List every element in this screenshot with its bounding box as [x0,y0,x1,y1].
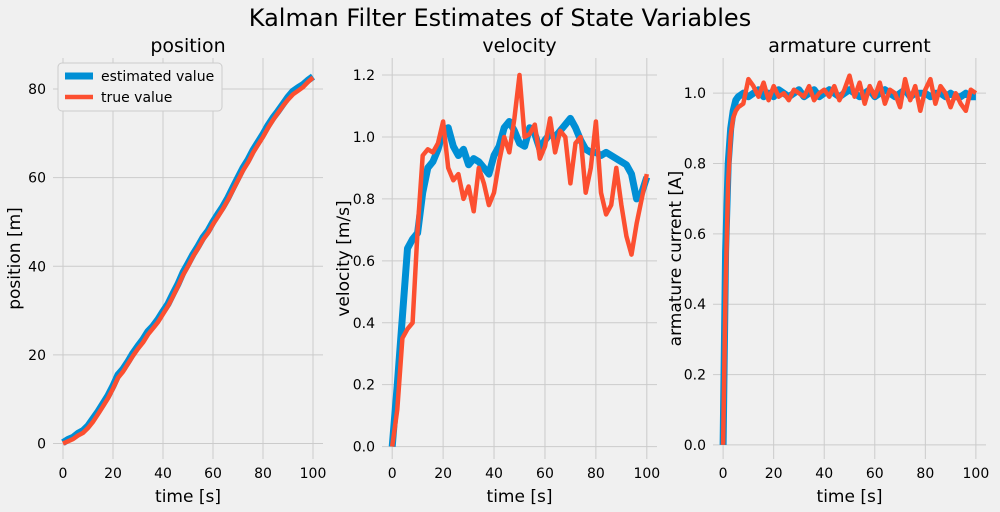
y-tick-label: 40 [28,259,46,275]
y-tick-label: 80 [28,82,46,98]
legend: estimated value true value [57,62,223,112]
series-line-true [62,75,315,446]
x-tick-label: 40 [485,466,503,482]
subplot-title: velocity [482,35,556,57]
y-tick-label: 0.0 [684,438,706,454]
legend-entry: estimated value [101,69,214,85]
y-axis-label: velocity [m/s] [334,200,354,316]
y-tick-label: 0.2 [353,378,375,394]
series-line-estimated [388,114,651,447]
series-line-true [389,72,650,447]
y-tick-label: 0.8 [684,157,706,173]
x-tick-label: 80 [587,466,605,482]
y-tick-label: 0.6 [684,227,706,243]
figure-title: Kalman Filter Estimates of State Variabl… [249,4,751,32]
x-tick-label: 20 [104,466,122,482]
subplot-armature-current: 0 20 40 60 80 100 0.0 0.2 0.4 0.6 0.8 1.0 armature c… [666,35,989,507]
x-axis-label: time [s] [817,487,883,507]
x-tick-label: 60 [536,466,554,482]
x-axis-label: time [s] [487,487,553,507]
y-tick-label: 20 [28,348,46,364]
x-tick-label: 0 [59,466,68,482]
x-tick-label: 20 [765,466,783,482]
y-tick-label: 0.0 [353,440,375,456]
x-tick-label: 40 [815,466,833,482]
y-tick-label: 0.2 [684,368,706,384]
x-tick-label: 80 [916,466,934,482]
legend-entry: true value [101,90,172,106]
subplot-velocity: 0 20 40 60 80 100 0.0 0.2 0.4 0.6 0.8 1.0 1.2 velocit… [334,35,660,507]
x-tick-label: 80 [254,466,272,482]
y-tick-label: 1.2 [353,68,375,84]
x-tick-label: 0 [719,466,728,482]
x-tick-label: 40 [154,466,172,482]
y-tick-label: 1.0 [684,86,706,102]
x-tick-label: 100 [963,466,990,482]
x-tick-label: 60 [204,466,222,482]
y-tick-label: 1.0 [353,130,375,146]
subplot-position: 0 20 40 60 80 100 0 20 40 60 80 position time [s] pos… [5,35,326,507]
y-axis-label: armature current [A] [666,171,686,347]
series-line-true [720,73,978,445]
y-axis-label: position [m] [5,207,25,310]
y-tick-label: 0.6 [353,254,375,270]
x-tick-label: 20 [434,466,452,482]
x-tick-label: 100 [633,466,660,482]
y-tick-label: 0.4 [684,297,706,313]
y-tick-label: 0 [37,436,46,452]
x-axis-label: time [s] [155,487,221,507]
y-tick-label: 60 [28,171,46,187]
subplot-title: position [150,35,225,57]
y-tick-label: 0.4 [353,316,375,332]
y-tick-label: 0.8 [353,192,375,208]
x-tick-label: 0 [388,466,397,482]
subplot-title: armature current [768,35,930,57]
legend-box [57,62,223,112]
x-tick-label: 60 [866,466,884,482]
x-tick-label: 100 [300,466,327,482]
